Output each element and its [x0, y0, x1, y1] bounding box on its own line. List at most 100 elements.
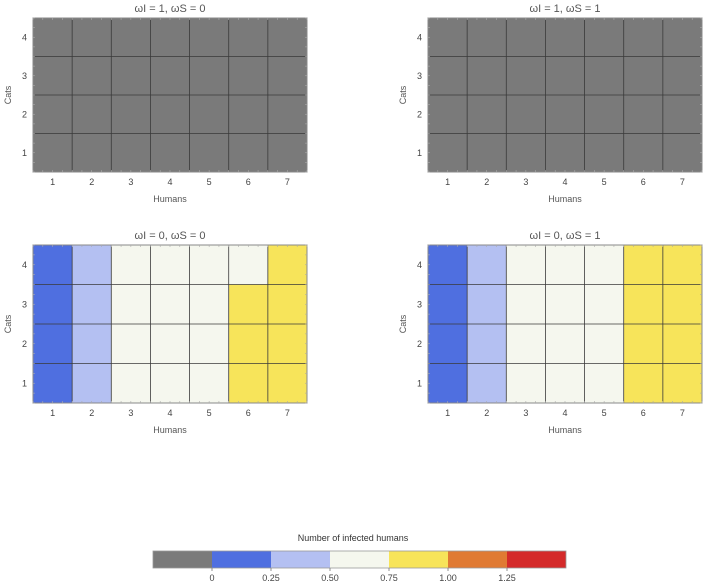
colorbar-frame	[152, 550, 567, 569]
heatmap-cell	[623, 18, 663, 57]
heatmap-cell	[584, 18, 624, 57]
heatmap-cell	[72, 95, 112, 134]
colorbar-tick-label: 0.75	[380, 573, 398, 583]
heatmap-cell	[189, 363, 229, 403]
y-axis-label: Cats	[3, 85, 13, 104]
heatmap-cell	[662, 18, 702, 57]
heatmap-cell	[467, 56, 507, 95]
x-tick-label: 2	[89, 177, 94, 187]
y-tick-label: 3	[417, 299, 422, 309]
colorbar-swatch	[448, 551, 507, 568]
x-tick-label: 6	[641, 177, 646, 187]
heatmap-cell	[150, 363, 190, 403]
colorbar-swatch	[212, 551, 271, 568]
heatmap-cell	[267, 363, 307, 403]
y-tick-label: 3	[417, 71, 422, 81]
heatmap-cell	[33, 133, 73, 172]
heatmap-cell	[662, 324, 702, 364]
heatmap-cell	[33, 324, 73, 364]
colorbar-tick-label: 1.00	[439, 573, 457, 583]
x-tick-label: 2	[89, 408, 94, 418]
heatmap-cell	[267, 95, 307, 134]
x-tick-label: 7	[285, 408, 290, 418]
x-tick-label: 5	[207, 408, 212, 418]
heatmap-cell	[584, 363, 624, 403]
y-axis-label: Cats	[398, 85, 408, 104]
panel-title: ωI = 0, ωS = 1	[530, 230, 601, 242]
heatmap-cell	[111, 363, 151, 403]
x-tick-label: 6	[246, 408, 251, 418]
colorbar-title: Number of infected humans	[298, 533, 409, 543]
heatmap-cell	[189, 95, 229, 134]
heatmap-cell	[662, 56, 702, 95]
heatmap-cell	[506, 245, 546, 285]
heatmap-cell	[623, 56, 663, 95]
x-tick-label: 4	[562, 177, 567, 187]
heatmap-cell	[228, 324, 268, 364]
heatmap-cell	[584, 95, 624, 134]
heatmap-cell	[662, 133, 702, 172]
x-tick-label: 7	[680, 177, 685, 187]
heatmap-cell	[228, 133, 268, 172]
x-tick-label: 1	[50, 408, 55, 418]
heatmap-cell	[545, 363, 585, 403]
x-tick-label: 3	[128, 408, 133, 418]
heatmap-cell	[111, 284, 151, 324]
heatmap-cell	[428, 324, 468, 364]
heatmap-cell	[228, 56, 268, 95]
x-tick-label: 4	[167, 177, 172, 187]
heatmap-cell	[545, 133, 585, 172]
heatmap-cell	[506, 324, 546, 364]
heatmap-cell	[545, 56, 585, 95]
heatmap-cell	[111, 133, 151, 172]
heatmap-cell	[506, 95, 546, 134]
x-tick-label: 2	[484, 408, 489, 418]
y-tick-label: 2	[22, 339, 27, 349]
heatmap-cell	[72, 133, 112, 172]
heatmap-cell	[428, 363, 468, 403]
x-tick-label: 5	[602, 177, 607, 187]
y-tick-label: 2	[417, 109, 422, 119]
x-axis-label: Humans	[548, 425, 582, 435]
x-tick-label: 6	[246, 177, 251, 187]
heatmap-cell	[33, 284, 73, 324]
x-tick-label: 7	[680, 408, 685, 418]
heatmap-cell	[467, 95, 507, 134]
x-tick-label: 1	[445, 177, 450, 187]
x-tick-label: 6	[641, 408, 646, 418]
heatmap-cell	[111, 95, 151, 134]
heatmap-cell	[267, 284, 307, 324]
y-axis-label: Cats	[3, 314, 13, 333]
heatmap-cell	[584, 133, 624, 172]
colorbar-swatch	[389, 551, 448, 568]
heatmap-cell	[72, 324, 112, 364]
x-axis-label: Humans	[548, 194, 582, 204]
heatmap-cell	[545, 324, 585, 364]
heatmap-cell	[189, 18, 229, 57]
heatmap-cell	[428, 56, 468, 95]
y-tick-label: 4	[22, 260, 27, 270]
heatmap-cell	[189, 284, 229, 324]
heatmap-cell	[228, 245, 268, 285]
heatmap-cell	[267, 133, 307, 172]
x-tick-label: 5	[602, 408, 607, 418]
y-tick-label: 1	[22, 148, 27, 158]
colorbar-tick-label: 0.25	[262, 573, 280, 583]
heatmap-cell	[228, 284, 268, 324]
x-axis-label: Humans	[153, 194, 187, 204]
colorbar-tick-label: 1.25	[498, 573, 516, 583]
heatmap-cell	[506, 284, 546, 324]
heatmap-cell	[150, 95, 190, 134]
heatmap-panel: ωI = 1, ωS = 0 1 2 3 4 5 6 7 1 2 3 4 Humans Cats	[3, 3, 308, 204]
heatmap-cell	[662, 95, 702, 134]
x-tick-label: 3	[128, 177, 133, 187]
heatmap-cell	[33, 245, 73, 285]
x-tick-label: 4	[562, 408, 567, 418]
heatmap-cell	[428, 245, 468, 285]
heatmap-cell	[111, 245, 151, 285]
y-tick-label: 4	[22, 32, 27, 42]
heatmap-cell	[428, 284, 468, 324]
heatmap-cell	[545, 245, 585, 285]
x-tick-label: 2	[484, 177, 489, 187]
heatmap-cell	[33, 56, 73, 95]
